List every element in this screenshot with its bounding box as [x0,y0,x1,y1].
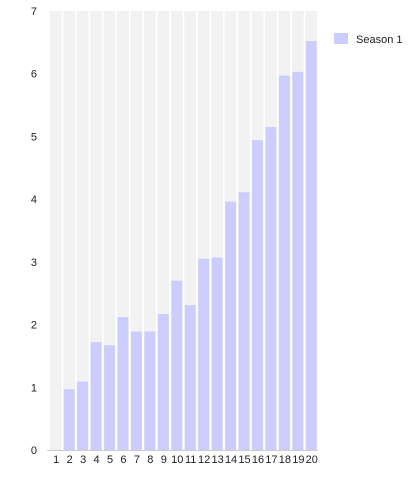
bar-series-season-1 [63,41,317,451]
x-tick-label-4: 4 [94,454,100,466]
bar-10[interactable] [171,280,183,450]
bar-9[interactable] [157,313,169,450]
bar-20[interactable] [305,41,317,450]
bar-16[interactable] [252,140,263,450]
bar-19[interactable] [292,71,304,450]
x-tick-label-20: 20 [306,454,318,466]
y-tick-label-7: 7 [31,6,37,18]
y-tick-label-6: 6 [31,69,37,81]
y-tick-label-1: 1 [31,382,37,394]
bar-5[interactable] [104,345,115,450]
x-tick-label-14: 14 [225,454,237,466]
y-tick-label-0: 0 [31,445,37,457]
x-tick-label-9: 9 [161,454,167,466]
bar-13[interactable] [211,257,223,450]
category-band-6 [117,11,129,450]
x-tick-label-7: 7 [134,454,140,466]
x-tick-label-17: 17 [265,454,277,466]
x-tick-label-10: 10 [171,454,183,466]
y-tick-label-2: 2 [31,320,37,332]
bar-7[interactable] [131,331,142,450]
bar-17[interactable] [265,127,277,451]
x-tick-label-1: 1 [53,454,59,466]
legend-swatch-season-1 [334,33,348,44]
bar-2[interactable] [63,389,75,450]
x-tick-label-13: 13 [211,454,223,466]
category-band-5 [103,11,116,450]
y-axis-tick-labels: 0 1 2 3 4 5 6 7 [31,6,37,457]
bar-11[interactable] [184,305,196,450]
category-band-12 [197,11,210,450]
category-background-bands [49,11,318,450]
x-tick-label-2: 2 [67,454,73,466]
y-tick-label-3: 3 [31,257,37,269]
category-band-8 [143,11,156,450]
y-tick-label-4: 4 [31,194,37,206]
category-band-11 [184,11,197,450]
x-tick-label-5: 5 [107,454,113,466]
category-band-10 [170,11,183,450]
category-band-4 [90,11,102,450]
category-band-13 [211,11,224,450]
x-tick-label-12: 12 [198,454,210,466]
category-band-3 [76,11,89,450]
legend: Season 1 [334,33,402,46]
x-tick-label-3: 3 [80,454,86,466]
x-tick-label-6: 6 [120,454,126,466]
bar-12[interactable] [198,258,210,450]
x-tick-label-18: 18 [279,454,291,466]
category-band-7 [130,11,143,450]
x-tick-label-15: 15 [238,454,250,466]
x-tick-label-11: 11 [185,454,196,466]
category-band-9 [157,11,170,450]
bar-3[interactable] [77,381,89,450]
x-tick-label-8: 8 [147,454,153,466]
y-tick-label-5: 5 [31,131,37,143]
bar-14[interactable] [225,201,236,450]
legend-label-season-1: Season 1 [356,34,402,46]
x-tick-label-16: 16 [252,454,264,466]
bar-4[interactable] [90,342,102,450]
x-axis-tick-labels: 1 2 3 4 5 6 7 8 9 10 11 12 13 14 15 16 17 18 19 20 [53,454,318,466]
bar-6[interactable] [117,317,129,450]
category-band-1 [49,11,62,450]
x-tick-label-19: 19 [292,454,304,466]
bar-8[interactable] [144,331,156,450]
category-band-2 [63,11,76,450]
bar-15[interactable] [238,192,250,451]
bar-18[interactable] [278,75,290,450]
